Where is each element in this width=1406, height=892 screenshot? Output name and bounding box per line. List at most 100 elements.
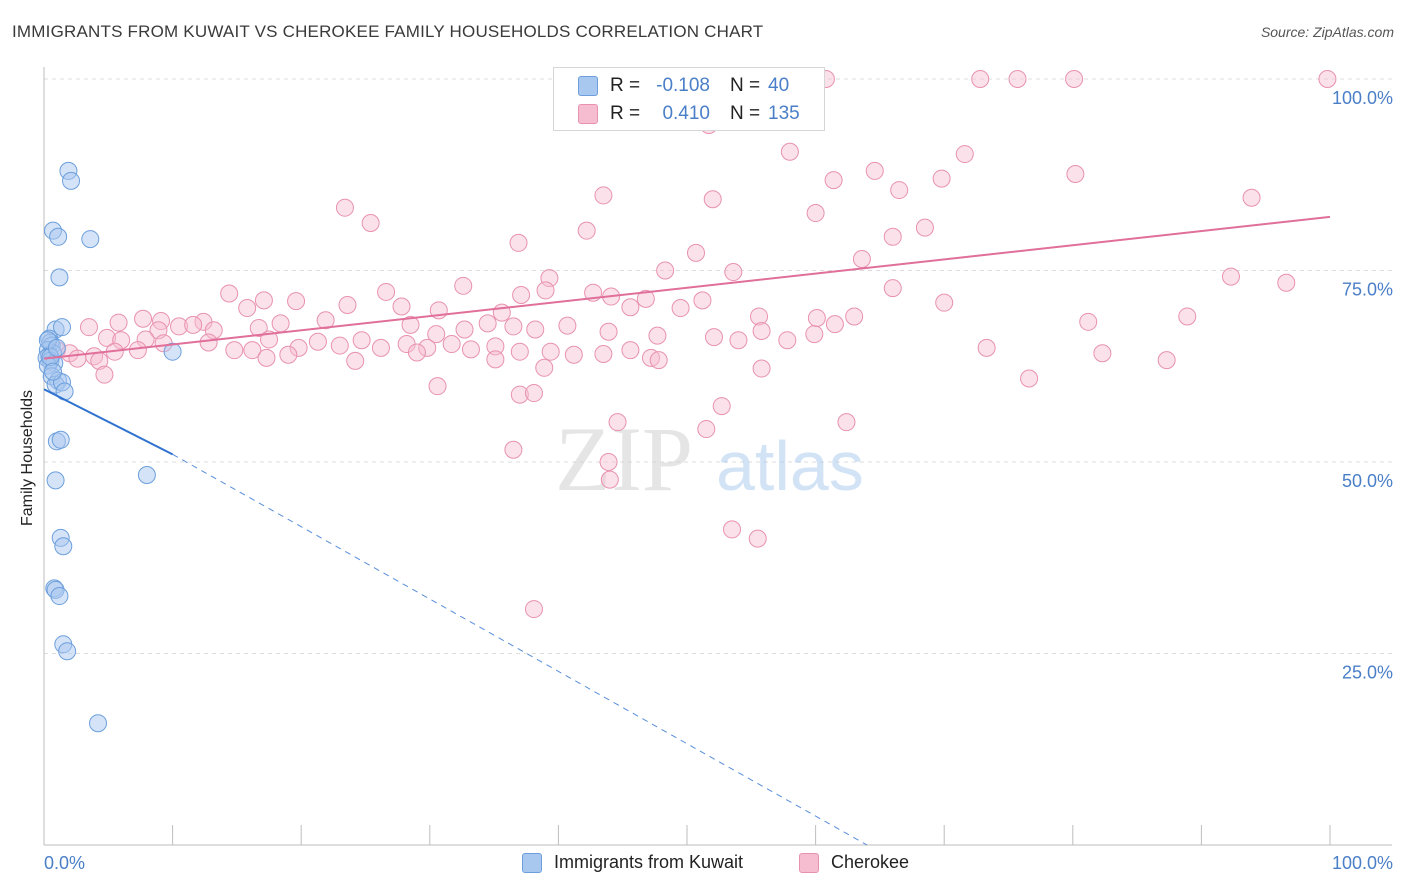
cherokee-point [656,261,675,280]
cherokee-point [455,320,474,339]
cherokee-point [837,413,856,432]
cherokee-point [608,413,627,432]
cherokee-point [338,295,357,314]
cherokee-point [752,359,771,378]
series-legend-cherokee[interactable]: Cherokee [799,852,909,873]
kuwait-points [37,161,182,733]
cherokee-point [1065,70,1084,88]
cherokee-point [807,308,826,327]
cherokee-point [442,335,461,354]
cherokee-point [1277,273,1296,292]
cherokee-point [335,198,354,217]
cherokee-point [308,332,327,351]
cherokee-point [845,307,864,326]
kuwait-point [137,466,156,485]
legend-r-label: R = [610,75,641,96]
cherokee-point [478,314,497,333]
cherokee-point [510,342,529,361]
legend-r-value: 0.410 [662,103,710,124]
cherokee-point [512,286,531,305]
cherokee-point [805,325,824,344]
cherokee-point [225,341,244,360]
cherokee-point [407,343,426,362]
cherokee-point [454,276,473,295]
cherokee-point [128,341,147,360]
cherokee-point [712,397,731,416]
cherokee-point [594,186,613,205]
cherokee-point [112,331,131,350]
cherokee-point [427,325,446,344]
cherokee-point [935,293,954,312]
cherokee-trend-line [43,215,1331,360]
kuwait-point [44,362,63,381]
cherokee-point [1178,307,1197,326]
cherokee-point [486,350,505,369]
correlation-legend: R = -0.108 N = 40 R = 0.410 N = 135 [553,67,825,131]
cherokee-point [541,342,560,361]
series-legend-label: Cherokee [831,852,910,872]
cherokee-point [577,221,596,240]
legend-r-label: R = [610,103,641,124]
legend-n-value: 40 [768,75,790,96]
kuwait-point [62,171,81,190]
kuwait-point [163,342,182,361]
cherokee-point [257,348,276,367]
series-legend-kuwait[interactable]: Immigrants from Kuwait [522,852,743,873]
cherokee-point [524,384,543,403]
cherokee-point [536,281,555,300]
cherokee-point [504,317,523,336]
cherokee-point [68,349,87,368]
cherokee-point [883,279,902,298]
cherokee-point [109,313,128,332]
cherokee-point [526,320,545,339]
kuwait-point [58,642,77,661]
legend-swatch-pink [578,104,598,124]
cherokee-point [852,250,871,269]
chart-title: IMMIGRANTS FROM KUWAIT VS CHEROKEE FAMIL… [12,22,764,41]
cherokee-point [1318,70,1337,88]
cherokee-point [636,289,655,308]
cherokee-point [1066,164,1085,183]
x-tick-label: 0.0% [44,853,85,873]
cherokee-point [271,314,290,333]
cherokee-point [748,529,767,548]
cherokee-point [461,340,480,359]
series-swatch-pink [799,852,819,873]
cherokee-point [392,297,411,316]
cherokee-point [890,181,909,200]
cherokee-point [780,142,799,161]
cherokee-point [486,337,505,356]
y-tick-label: 25.0% [1342,663,1393,683]
cherokee-point [703,190,722,209]
cherokee-point [723,520,742,539]
cherokee-point [955,145,974,164]
cherokee-point [621,298,640,317]
cherokee-point [510,385,529,404]
cherokee-points [47,70,1337,619]
y-tick-label: 100.0% [1332,88,1393,108]
legend-n-value: 135 [768,103,800,124]
cherokee-point [915,218,934,237]
grid-lines [44,78,1392,654]
cherokee-point [1157,351,1176,370]
kuwait-point [49,227,68,246]
cherokee-point [697,420,716,439]
legend-row-cherokee: R = 0.410 N = 135 [578,101,800,127]
cherokee-point [750,307,769,326]
watermark: ZIP atlas [555,408,864,510]
cherokee-point [346,351,365,370]
cherokee-point [238,299,257,318]
cherokee-point [316,311,335,330]
kuwait-trend-line [43,388,174,456]
cherokee-point [418,338,437,357]
cherokee-point [80,318,99,337]
legend-n-label: N = [730,103,761,124]
trend-lines [43,215,1331,846]
cherokee-point [170,317,189,336]
cherokee-point [535,358,554,377]
cherokee-point [971,70,990,88]
y-tick-label: 50.0% [1342,471,1393,491]
cherokee-point [824,171,843,190]
cherokee-point [243,341,262,360]
